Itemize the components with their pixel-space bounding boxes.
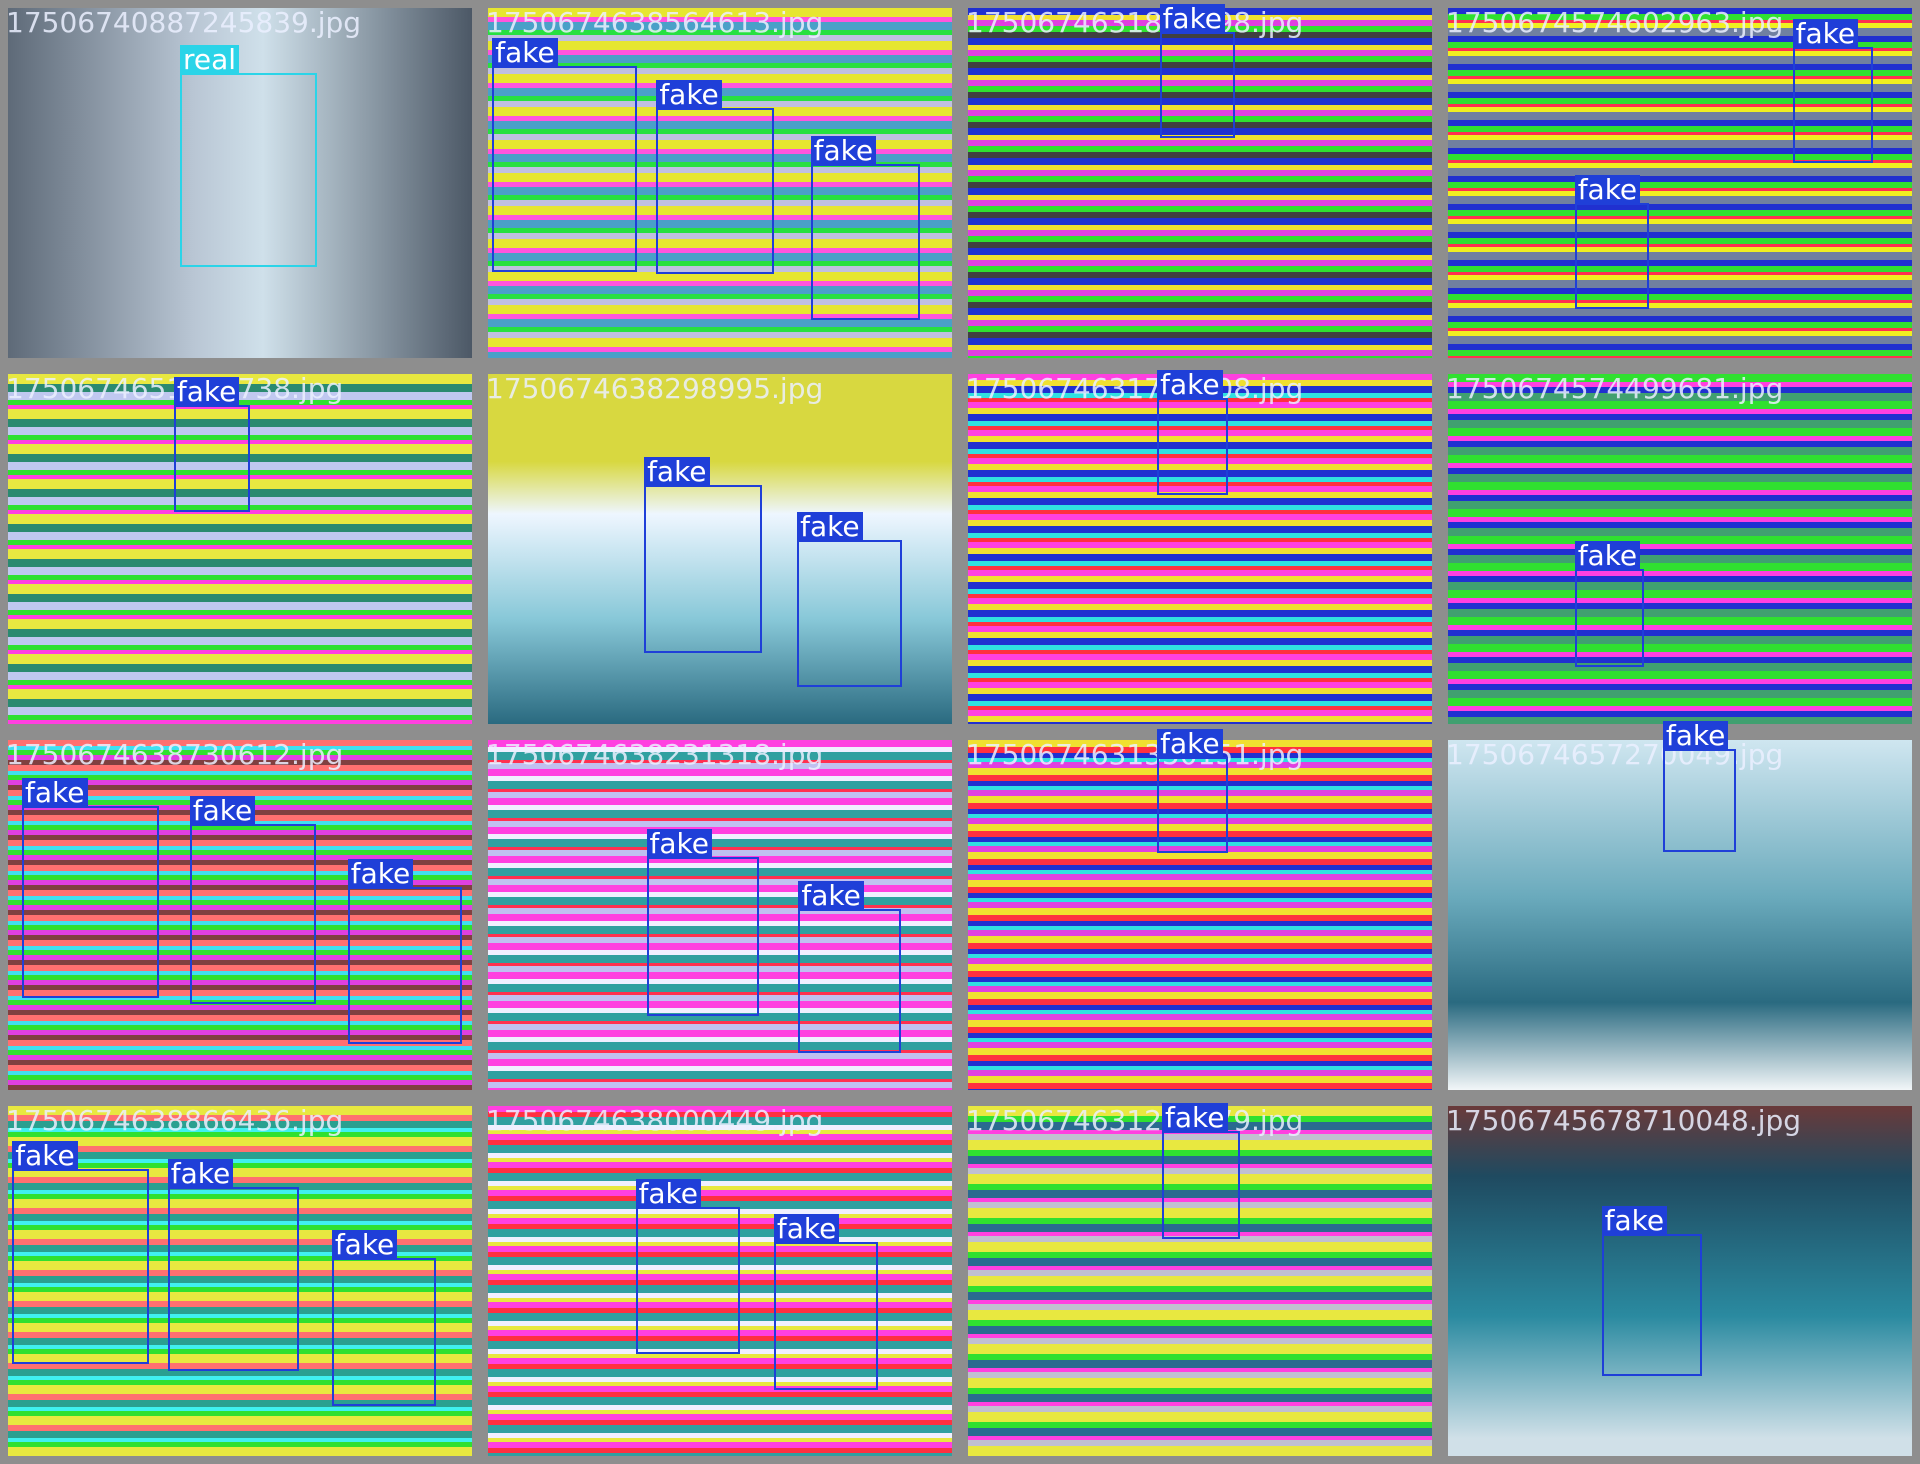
box-label: fake (773, 1213, 840, 1244)
filename: 1750674638298995.jpg (486, 372, 824, 405)
box-label: fake (12, 1141, 78, 1172)
bounding-box: real (180, 45, 318, 267)
box-label: fake (1574, 175, 1641, 206)
bounding-box: fake (22, 777, 160, 998)
box-label: fake (347, 858, 414, 889)
image-tile (960, 1098, 1440, 1464)
bounding-box: fake (1162, 1103, 1241, 1240)
bounding-box: fake (773, 1213, 878, 1390)
filename: 17506740887245839.jpg (6, 6, 362, 39)
box-label: fake (644, 456, 710, 487)
bounding-box: fake (798, 880, 902, 1054)
filename: 1750674638000449.jpg (486, 1104, 824, 1137)
filename: 1750674638231318.jpg (486, 738, 824, 771)
bounding-box: fake (1601, 1206, 1703, 1377)
bounding-box: fake (656, 79, 774, 275)
box-label: fake (1792, 18, 1859, 49)
bounding-box: fake (1157, 728, 1229, 854)
box-label: fake (1574, 541, 1641, 572)
bounding-box: fake (1574, 541, 1645, 668)
image-tile (480, 732, 960, 1098)
bounding-box: fake (331, 1229, 436, 1406)
filename: 1750674574602963.jpg (1446, 6, 1784, 39)
box-label: fake (635, 1179, 701, 1210)
box-label: fake (656, 79, 722, 110)
image-tile (480, 0, 960, 366)
filename: 1750674638564613.jpg (486, 6, 824, 39)
bounding-box: fake (1159, 3, 1236, 139)
filename: 1750674574499681.jpg (1446, 372, 1784, 405)
image-tile (480, 1098, 960, 1464)
box-label: fake (1162, 1103, 1228, 1134)
box-label: fake (797, 512, 863, 542)
box-label: fake (1159, 3, 1226, 34)
bounding-box: fake (810, 136, 920, 320)
box-label: fake (1662, 721, 1729, 752)
box-label: fake (167, 1158, 234, 1189)
bounding-box: fake (189, 796, 316, 1005)
filename: 17506745678710048.jpg (1446, 1104, 1802, 1137)
box-label: fake (492, 38, 558, 69)
image-tile (0, 1098, 480, 1464)
box-label: fake (810, 136, 877, 167)
filename: 1750674638730612.jpg (6, 738, 344, 771)
image-tile (960, 366, 1440, 732)
image-tile (1440, 0, 1920, 366)
image-tile (480, 366, 960, 732)
bounding-box: fake (347, 858, 462, 1045)
image-tile (1440, 366, 1920, 732)
box-label: fake (331, 1229, 398, 1260)
image-tile (0, 366, 480, 732)
box-label: fake (1157, 369, 1223, 400)
image-tile (1440, 1098, 1920, 1464)
bounding-box: fake (646, 829, 760, 1017)
filename: 1750674631350151.jpg (966, 738, 1304, 771)
box-label: real (180, 45, 240, 76)
bounding-box: fake (1157, 369, 1229, 495)
box-label: fake (646, 829, 712, 860)
box-label: fake (189, 796, 256, 827)
box-label: fake (1601, 1206, 1668, 1237)
filename: 1750674631299379.jpg (966, 1104, 1304, 1137)
box-label: fake (173, 377, 240, 408)
bounding-box: fake (1574, 175, 1650, 309)
bounding-box: fake (644, 456, 762, 653)
filename: 1750674631838198.jpg (966, 6, 1304, 39)
filename: 1750674638866436.jpg (6, 1104, 344, 1137)
bounding-box: fake (1662, 721, 1737, 853)
image-tile (960, 0, 1440, 366)
bounding-box: fake (173, 377, 250, 512)
bounding-box: fake (492, 38, 637, 272)
bounding-box: fake (1792, 18, 1874, 163)
bounding-box: fake (12, 1141, 150, 1365)
box-label: fake (798, 880, 864, 911)
image-tile (0, 0, 480, 366)
box-label: fake (1157, 728, 1223, 759)
bounding-box: fake (167, 1158, 299, 1372)
bounding-box: fake (797, 512, 903, 687)
bounding-box: fake (635, 1179, 740, 1355)
box-label: fake (22, 777, 88, 808)
filename: 1750674631798808.jpg (966, 372, 1304, 405)
